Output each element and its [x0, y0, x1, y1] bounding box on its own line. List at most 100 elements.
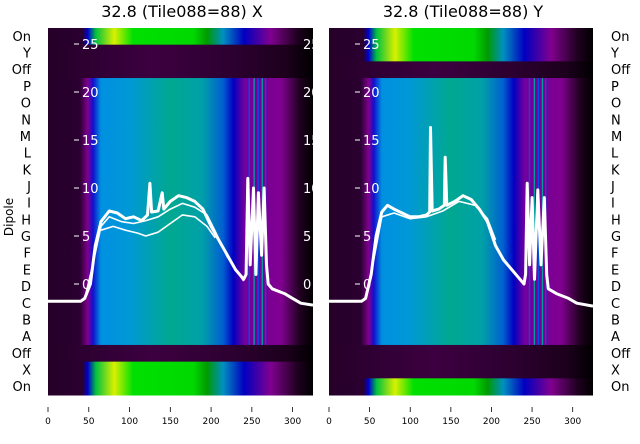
row-label: H	[21, 213, 31, 228]
heatmap-row	[329, 111, 593, 129]
row-label: P	[23, 80, 31, 95]
heatmap-row	[329, 311, 593, 329]
row-label: O	[611, 97, 621, 112]
row-label: Off	[12, 347, 32, 362]
heatmap-row	[329, 211, 593, 229]
row-label: A	[22, 330, 31, 345]
heatmap-row	[329, 128, 593, 146]
row-label: J	[610, 180, 615, 195]
row-label: Y	[610, 47, 619, 62]
heatmap-row	[48, 78, 313, 96]
row-label: B	[611, 313, 620, 328]
inner-y-tick-label: 5	[363, 230, 371, 245]
row-label: D	[21, 280, 31, 295]
heatmap-row	[48, 244, 313, 263]
trace-line	[48, 176, 314, 307]
inner-y-tick-label: 20	[363, 86, 380, 101]
row-label: M	[20, 130, 31, 145]
heatmap-row	[48, 361, 313, 379]
heatmap-row	[329, 94, 593, 112]
heatmap-row	[329, 261, 593, 279]
inner-y-tick-label: 5	[82, 230, 90, 245]
y-axis-label: Dipole	[2, 198, 16, 236]
row-label: Off	[611, 347, 631, 362]
row-label: On	[13, 30, 31, 45]
row-label: G	[21, 230, 31, 245]
heatmap-row	[48, 144, 313, 162]
inner-y-tick-label: 10	[363, 182, 380, 197]
x-tick-label: 300	[284, 417, 301, 427]
row-label: I	[611, 197, 615, 212]
row-label: K	[611, 163, 620, 178]
inner-y-tick-label: 10	[82, 182, 99, 197]
row-label: P	[611, 80, 619, 95]
heatmap-row	[48, 161, 313, 179]
x-tick-label: 0	[45, 417, 51, 427]
row-label: N	[21, 113, 31, 128]
heatmap-row	[48, 328, 313, 346]
row-label: B	[22, 313, 31, 328]
x-tick-label: 0	[326, 417, 332, 427]
x-tick-label: 300	[564, 417, 581, 427]
heatmap-row	[48, 111, 313, 129]
row-label: G	[611, 230, 621, 245]
row-label: E	[611, 263, 619, 278]
row-label: O	[21, 97, 31, 112]
row-label: D	[611, 280, 621, 295]
secondary-y-tick-label: 5	[303, 230, 311, 245]
heatmap-row	[48, 261, 313, 279]
streak	[533, 78, 536, 345]
heatmap-row	[329, 144, 593, 162]
inner-y-tick-label: 25	[363, 38, 380, 53]
row-label: M	[611, 130, 622, 145]
row-label: C	[22, 297, 31, 312]
trace-line	[372, 200, 497, 261]
row-label: X	[22, 363, 31, 378]
row-label: C	[611, 297, 620, 312]
trace-line	[83, 202, 245, 299]
row-label: F	[611, 247, 618, 262]
heatmap-row	[329, 278, 593, 296]
heatmap-row	[329, 44, 593, 62]
heatmap-row	[329, 378, 593, 396]
row-label: L	[611, 147, 619, 162]
heatmap-row	[48, 28, 313, 46]
row-label: K	[22, 163, 31, 178]
inner-y-tick-label: 25	[82, 38, 99, 53]
row-label: E	[23, 263, 31, 278]
row-label: H	[611, 213, 621, 228]
panel-x-title: 32.8 (Tile088=88) X	[101, 2, 263, 21]
row-label: X	[611, 363, 620, 378]
row-label: L	[24, 147, 32, 162]
row-label: N	[611, 113, 621, 128]
x-tick-label: 250	[523, 417, 540, 427]
row-label: A	[611, 330, 620, 345]
trace-line	[329, 126, 594, 308]
heatmap-row	[48, 211, 313, 229]
heatmap-row	[329, 344, 593, 363]
heatmap-row	[48, 44, 313, 62]
heatmap-row	[48, 128, 313, 146]
secondary-y-tick-label: 0	[303, 278, 311, 293]
heatmap-row	[329, 61, 593, 79]
row-label: Y	[22, 47, 31, 62]
row-label: I	[27, 197, 31, 212]
heatmap-row	[329, 328, 593, 346]
x-tick-label: 100	[402, 417, 419, 427]
heatmap-row	[329, 78, 593, 96]
row-label: Off	[12, 63, 32, 78]
heatmap-row	[48, 311, 313, 329]
heatmap-row	[48, 378, 313, 396]
heatmap-row	[329, 294, 593, 313]
panel-gap	[315, 28, 329, 395]
heatmap-row	[329, 161, 593, 179]
x-tick-label: 150	[442, 417, 459, 427]
x-tick-label: 50	[364, 417, 376, 427]
row-label: J	[26, 180, 31, 195]
heatmap-row	[48, 278, 313, 296]
inner-y-tick-label: 15	[82, 134, 99, 149]
row-label: F	[24, 247, 31, 262]
panel-y-title: 32.8 (Tile088=88) Y	[383, 2, 544, 21]
x-tick-label: 200	[202, 417, 219, 427]
inner-y-tick-label: 20	[82, 86, 99, 101]
